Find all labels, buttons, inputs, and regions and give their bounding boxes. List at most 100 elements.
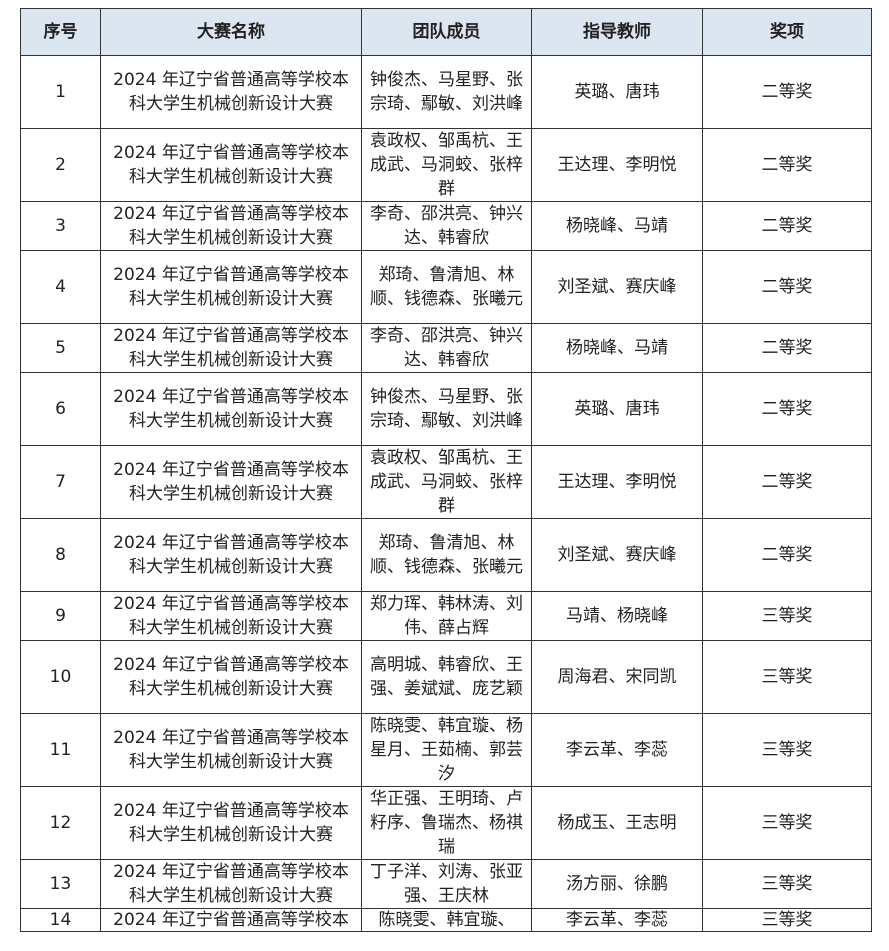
cell-members: 陈晓雯、韩宜璇、杨星月、王茹楠、郭芸汐 [361, 713, 532, 787]
cell-members: 李奇、邵洪亮、钟兴达、韩睿欣 [361, 201, 532, 251]
cell-award-text: 三等奖 [761, 740, 813, 760]
cell-award-text: 三等奖 [761, 667, 813, 687]
cell-no-text: 4 [55, 277, 66, 297]
cell-award-text: 二等奖 [761, 545, 813, 565]
table-row: 8 2024 年辽宁省普通高等学校本科大学生机械创新设计大赛 郑琦、鲁清旭、林顺、钱… [20, 518, 872, 592]
cell-advisors-text: 周海君、宋同凯 [557, 667, 677, 687]
cell-no-text: 6 [55, 399, 66, 419]
cell-advisors: 王达理、李明悦 [531, 445, 703, 519]
cell-no-text: 2 [55, 155, 66, 175]
cell-award: 三等奖 [702, 786, 872, 860]
cell-advisors-text: 英璐、唐玮 [574, 82, 660, 102]
cell-no: 1 [20, 55, 101, 129]
cell-no-text: 13 [49, 874, 72, 894]
cell-award: 三等奖 [702, 713, 872, 787]
cell-competition-text: 2024 年辽宁省普通高等学校本 [113, 910, 349, 930]
cell-members: 华正强、王明琦、卢籽序、鲁瑞杰、杨祺瑞 [361, 786, 532, 860]
cell-competition-text: 2024 年辽宁省普通高等学校本科大学生机械创新设计大赛 [113, 460, 349, 504]
cell-members-text: 郑琦、鲁清旭、林顺、钱德森、张曦元 [370, 265, 523, 309]
cell-competition: 2024 年辽宁省普通高等学校本科大学生机械创新设计大赛 [100, 518, 362, 592]
cell-advisors: 杨成玉、王志明 [531, 786, 703, 860]
cell-award: 二等奖 [702, 128, 872, 202]
table-header-row: 序号 大赛名称 团队成员 指导教师 奖项 [20, 8, 872, 56]
table-row: 4 2024 年辽宁省普通高等学校本科大学生机械创新设计大赛 郑琦、鲁清旭、林顺、钱… [20, 250, 872, 324]
cell-competition-text: 2024 年辽宁省普通高等学校本科大学生机械创新设计大赛 [113, 594, 349, 638]
cell-members-text: 郑力珲、韩林涛、刘伟、薛占辉 [370, 594, 523, 638]
cell-advisors-text: 刘圣斌、赛庆峰 [557, 277, 677, 297]
header-award: 奖项 [702, 8, 872, 56]
cell-competition: 2024 年辽宁省普通高等学校本科大学生机械创新设计大赛 [100, 201, 362, 251]
cell-no: 2 [20, 128, 101, 202]
cell-competition-text: 2024 年辽宁省普通高等学校本科大学生机械创新设计大赛 [113, 862, 349, 906]
cell-competition-text: 2024 年辽宁省普通高等学校本科大学生机械创新设计大赛 [113, 265, 349, 309]
cell-award-text: 二等奖 [761, 472, 813, 492]
cell-members-text: 郑琦、鲁清旭、林顺、钱德森、张曦元 [370, 533, 523, 577]
cell-competition: 2024 年辽宁省普通高等学校本科大学生机械创新设计大赛 [100, 372, 362, 446]
cell-members: 高明城、韩睿欣、王强、姜斌斌、庞艺颖 [361, 640, 532, 714]
table-row: 11 2024 年辽宁省普通高等学校本科大学生机械创新设计大赛 陈晓雯、韩宜璇、杨星… [20, 713, 872, 787]
cell-members-text: 陈晓雯、韩宜璇、杨星月、王茹楠、郭芸汐 [370, 716, 523, 784]
cell-award: 二等奖 [702, 323, 872, 373]
cell-no-text: 14 [49, 910, 72, 930]
cell-competition-text: 2024 年辽宁省普通高等学校本科大学生机械创新设计大赛 [113, 387, 349, 431]
cell-advisors-text: 刘圣斌、赛庆峰 [557, 545, 677, 565]
cell-advisors: 李云革、李蕊 [531, 713, 703, 787]
header-advisors: 指导教师 [531, 8, 703, 56]
cell-no-text: 8 [55, 545, 66, 565]
cell-award-text: 二等奖 [761, 155, 813, 175]
cell-competition: 2024 年辽宁省普通高等学校本科大学生机械创新设计大赛 [100, 55, 362, 129]
cell-competition: 2024 年辽宁省普通高等学校本科大学生机械创新设计大赛 [100, 323, 362, 373]
cell-competition-text: 2024 年辽宁省普通高等学校本科大学生机械创新设计大赛 [113, 655, 349, 699]
cell-members-text: 李奇、邵洪亮、钟兴达、韩睿欣 [370, 204, 523, 248]
cell-award-text: 二等奖 [761, 216, 813, 236]
cell-competition: 2024 年辽宁省普通高等学校本科大学生机械创新设计大赛 [100, 591, 362, 641]
cell-award-text: 三等奖 [761, 606, 813, 626]
cell-no: 8 [20, 518, 101, 592]
cell-members: 李奇、邵洪亮、钟兴达、韩睿欣 [361, 323, 532, 373]
table-row: 12 2024 年辽宁省普通高等学校本科大学生机械创新设计大赛 华正强、王明琦、卢籽… [20, 786, 872, 860]
cell-no: 7 [20, 445, 101, 519]
cell-advisors: 周海君、宋同凯 [531, 640, 703, 714]
cell-no: 14 [20, 908, 101, 932]
cell-award: 二等奖 [702, 518, 872, 592]
cell-members-text: 袁政权、邹禹杭、王成武、马洞蛟、张梓群 [370, 131, 523, 199]
cell-competition-text: 2024 年辽宁省普通高等学校本科大学生机械创新设计大赛 [113, 204, 349, 248]
cell-no-text: 11 [49, 740, 72, 760]
cell-members: 丁子洋、刘涛、张亚强、王庆林 [361, 859, 532, 909]
cell-competition-text: 2024 年辽宁省普通高等学校本科大学生机械创新设计大赛 [113, 70, 349, 114]
cell-competition: 2024 年辽宁省普通高等学校本科大学生机械创新设计大赛 [100, 786, 362, 860]
table-row: 2 2024 年辽宁省普通高等学校本科大学生机械创新设计大赛 袁政权、邹禹杭、王成武… [20, 128, 872, 202]
cell-competition: 2024 年辽宁省普通高等学校本 [100, 908, 362, 932]
table-row: 6 2024 年辽宁省普通高等学校本科大学生机械创新设计大赛 钟俊杰、马星野、张宗琦… [20, 372, 872, 446]
cell-no: 9 [20, 591, 101, 641]
cell-no-text: 10 [49, 667, 72, 687]
cell-members: 袁政权、邹禹杭、王成武、马洞蛟、张梓群 [361, 445, 532, 519]
cell-members: 钟俊杰、马星野、张宗琦、鄢敏、刘洪峰 [361, 55, 532, 129]
cell-no-text: 3 [55, 216, 66, 236]
cell-award: 二等奖 [702, 250, 872, 324]
cell-members: 郑琦、鲁清旭、林顺、钱德森、张曦元 [361, 518, 532, 592]
cell-members: 钟俊杰、马星野、张宗琦、鄢敏、刘洪峰 [361, 372, 532, 446]
cell-competition: 2024 年辽宁省普通高等学校本科大学生机械创新设计大赛 [100, 713, 362, 787]
cell-award: 二等奖 [702, 55, 872, 129]
cell-competition: 2024 年辽宁省普通高等学校本科大学生机械创新设计大赛 [100, 250, 362, 324]
cell-no: 5 [20, 323, 101, 373]
cell-advisors: 马靖、杨晓峰 [531, 591, 703, 641]
cell-members-text: 高明城、韩睿欣、王强、姜斌斌、庞艺颖 [370, 655, 523, 699]
cell-advisors: 刘圣斌、赛庆峰 [531, 518, 703, 592]
cell-award-text: 二等奖 [761, 338, 813, 358]
table-row: 9 2024 年辽宁省普通高等学校本科大学生机械创新设计大赛 郑力珲、韩林涛、刘伟、… [20, 591, 872, 641]
table-row: 7 2024 年辽宁省普通高等学校本科大学生机械创新设计大赛 袁政权、邹禹杭、王成武… [20, 445, 872, 519]
cell-award: 三等奖 [702, 908, 872, 932]
cell-no-text: 5 [55, 338, 66, 358]
table-row: 10 2024 年辽宁省普通高等学校本科大学生机械创新设计大赛 高明城、韩睿欣、王强… [20, 640, 872, 714]
cell-no-text: 7 [55, 472, 66, 492]
cell-award-text: 三等奖 [761, 813, 813, 833]
cell-award-text: 二等奖 [761, 82, 813, 102]
cell-no-text: 9 [55, 606, 66, 626]
header-members: 团队成员 [361, 8, 532, 56]
cell-no: 6 [20, 372, 101, 446]
cell-members: 袁政权、邹禹杭、王成武、马洞蛟、张梓群 [361, 128, 532, 202]
cell-members-text: 华正强、王明琦、卢籽序、鲁瑞杰、杨祺瑞 [370, 789, 523, 857]
cell-award: 二等奖 [702, 201, 872, 251]
